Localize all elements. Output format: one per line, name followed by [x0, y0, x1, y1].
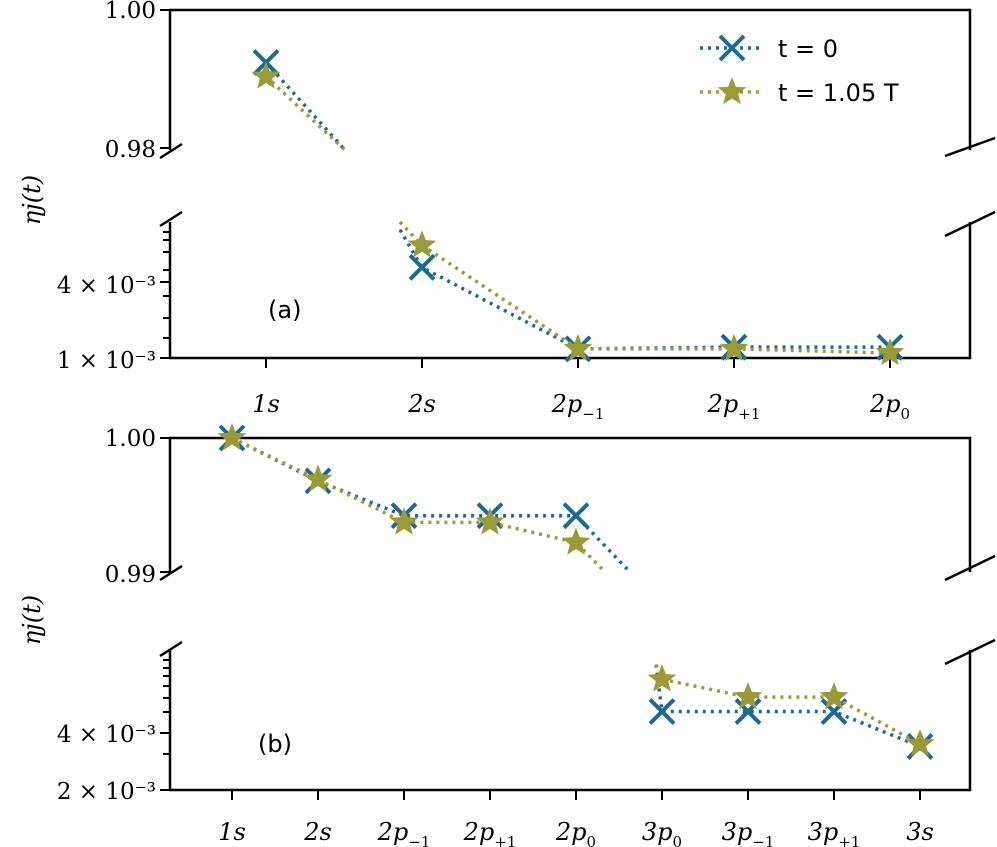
- panel-b-point-t0: [562, 502, 590, 530]
- panel-a-point-t105: [719, 333, 749, 361]
- panel-b-xtick-label: 2p−1: [377, 818, 431, 847]
- panel-a-point-t105: [563, 333, 593, 361]
- panel-b-series-line-upper: [231, 436, 607, 574]
- panel-b-xticks: 1s 2s 2p−1 2p+1 2p0 3p0 3p−1 3p+1 3s: [218, 790, 934, 847]
- panel-b-point-t0: [820, 698, 848, 725]
- panel-a-break-mark-left-top: [159, 142, 183, 160]
- legend-marker-t105: [717, 77, 747, 105]
- panel-a-xtick-label: 2p0: [869, 390, 910, 423]
- panel-a-point-t105: [251, 61, 281, 89]
- panel-b-ytick-label-upper-1: 1.00: [105, 426, 156, 452]
- panel-b-ytick-label-lower-1: 4 × 10⁻³: [57, 722, 156, 748]
- panel-b-break-mark-right-bottom: [944, 638, 996, 666]
- panel-a-xticks: 1s 2s 2p−1 2p+1 2p0: [252, 358, 910, 423]
- panel-b-series: [217, 423, 935, 760]
- panel-b-ytick-label-lower-2: 2 × 10⁻³: [57, 779, 156, 805]
- panel-a-ytick-label-upper-1: 1.00: [105, 0, 156, 24]
- panel-a-point-t105: [407, 230, 437, 258]
- panel-b-xtick-label: 2p0: [555, 818, 596, 847]
- panel-b-minor-ticks: [163, 659, 170, 755]
- panel-b-ytick-label-upper-2: 0.99: [105, 562, 156, 588]
- panel-a: 1.00 0.98 4 × 10⁻³ 1 × 10⁻³ ηj(t) (a) 1s…: [18, 0, 996, 423]
- panel-b-point-t105: [905, 729, 935, 757]
- panel-b-point-t105: [217, 423, 247, 451]
- panel-b-xtick-label: 2p+1: [463, 818, 517, 847]
- legend: t = 0 t = 1.05 T: [700, 34, 899, 107]
- panel-a-ytick-label-upper-2: 0.98: [105, 137, 156, 163]
- panel-b-xtick-label: 3s: [906, 818, 934, 846]
- panel-a-point-t0: [408, 253, 436, 281]
- panel-a-break-mark-left-bottom: [159, 210, 183, 228]
- panel-b-xtick-label: 3p−1: [722, 818, 775, 847]
- panel-b-point-t105: [733, 682, 763, 710]
- panel-b-break-mark-left-bottom: [159, 640, 183, 658]
- panel-a-break-mark-right-top: [944, 136, 996, 158]
- panel-a-ytick-label-lower-2: 1 × 10⁻³: [57, 348, 156, 374]
- panel-a-series-line-upper: [264, 75, 347, 152]
- panel-b-point-t105: [647, 664, 677, 692]
- panel-b-ylabel: ηj(t): [18, 595, 46, 645]
- panel-a-tag: (a): [268, 296, 301, 324]
- panel-b-xtick-label: 3p+1: [808, 818, 861, 847]
- legend-marker-t0: [718, 34, 746, 62]
- panel-b-point-t105: [561, 527, 591, 555]
- panel-b-point-t105: [475, 507, 505, 535]
- panel-b-point-t105: [389, 507, 419, 535]
- panel-b-xtick-label: 2s: [303, 818, 332, 846]
- panel-a-lower-frame: [168, 222, 972, 360]
- panel-b: 1.00 0.99 4 × 10⁻³ 2 × 10⁻³ ηj(t) (b) 1s…: [18, 423, 996, 847]
- panel-b-lower-frame: [168, 650, 972, 792]
- panel-b-xtick-label: 1s: [218, 818, 246, 846]
- panel-b-upper-frame: [168, 436, 972, 572]
- panel-a-series: [251, 49, 905, 366]
- panel-b-series-line-lower: [654, 664, 921, 746]
- panel-a-xtick-label: 2p−1: [551, 390, 605, 423]
- panel-b-tag: (b): [258, 730, 292, 758]
- panel-a-ylabel: ηj(t): [18, 175, 46, 225]
- legend-label-t0: t = 0: [778, 35, 838, 63]
- panel-b-point-t105: [819, 682, 849, 710]
- panel-a-minor-ticks: [163, 231, 170, 339]
- panel-a-series-line-lower: [398, 228, 890, 351]
- panel-b-point-t0: [648, 698, 676, 725]
- panel-a-upper-frame: [168, 8, 972, 150]
- panel-b-break-mark-left-top: [159, 564, 183, 582]
- panel-a-point-t105: [875, 338, 905, 366]
- legend-label-t105: t = 1.05 T: [778, 79, 899, 107]
- panel-a-xtick-label: 2s: [407, 390, 436, 418]
- panel-b-xtick-label: 3p0: [642, 818, 682, 847]
- panel-b-break-mark-right-top: [944, 554, 996, 582]
- panel-b-point-t105: [303, 464, 333, 492]
- panel-b-series-line-lower: [654, 664, 921, 749]
- panel-a-series-line-lower: [398, 220, 891, 355]
- panel-a-break-mark-right-bottom: [944, 210, 996, 238]
- panel-b-point-t0: [734, 698, 762, 725]
- panel-a-xtick-label: 2p+1: [707, 390, 761, 423]
- panel-a-xtick-label: 1s: [252, 390, 280, 418]
- panel-a-ytick-label-lower-1: 4 × 10⁻³: [57, 273, 156, 299]
